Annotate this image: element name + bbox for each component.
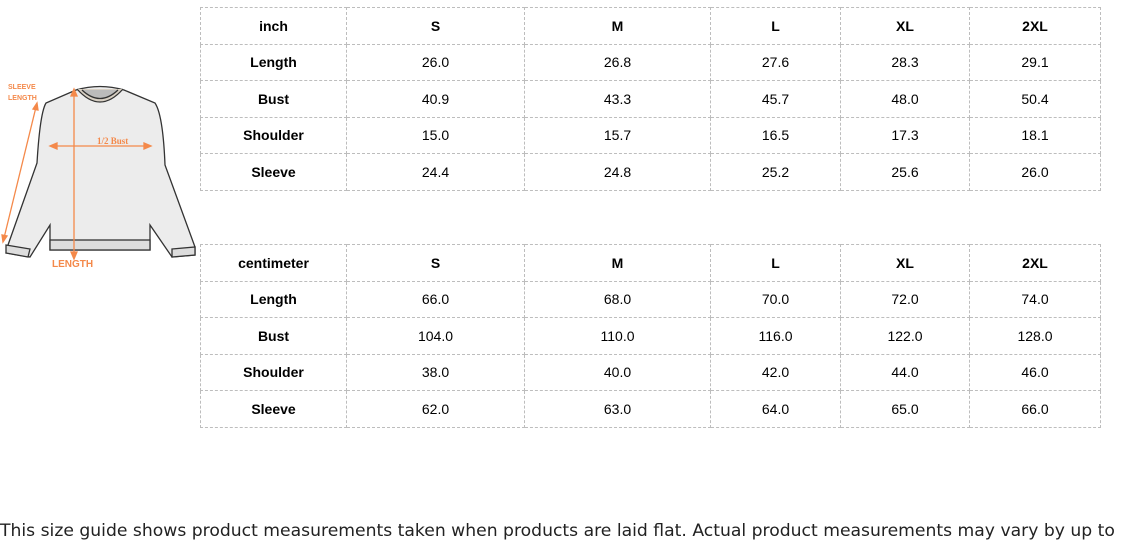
measurement-cell: 17.3 bbox=[840, 116, 970, 154]
measurement-cell: 15.7 bbox=[524, 116, 711, 154]
size-header: S bbox=[346, 7, 525, 45]
size-header: XL bbox=[840, 7, 970, 45]
row-label: Sleeve bbox=[200, 153, 347, 191]
measurement-cell: 25.6 bbox=[840, 153, 970, 191]
size-header: L bbox=[710, 7, 841, 45]
table-row: Bust 40.9 43.3 45.7 48.0 50.4 bbox=[200, 80, 1101, 118]
measurement-cell: 26.0 bbox=[346, 43, 525, 81]
sleeve-length-label-2: LENGTH bbox=[8, 95, 37, 102]
measurement-cell: 28.3 bbox=[840, 43, 970, 81]
measurement-cell: 44.0 bbox=[840, 353, 970, 391]
row-label: Length bbox=[200, 280, 347, 318]
measurement-cell: 26.0 bbox=[969, 153, 1101, 191]
size-header: M bbox=[524, 7, 711, 45]
measurement-cell: 50.4 bbox=[969, 80, 1101, 118]
measurement-cell: 26.8 bbox=[524, 43, 711, 81]
measurement-cell: 42.0 bbox=[710, 353, 841, 391]
measurement-cell: 63.0 bbox=[524, 390, 711, 428]
sleeve-length-label: SLEEVE bbox=[8, 84, 36, 91]
size-table-inch: inch S M L XL 2XL Length 26.0 26.8 27.6 28.3 29.1 Bu… bbox=[200, 7, 1101, 191]
measurement-cell: 128.0 bbox=[969, 317, 1101, 355]
measurement-cell: 62.0 bbox=[346, 390, 525, 428]
measurement-cell: 104.0 bbox=[346, 317, 525, 355]
measurement-cell: 16.5 bbox=[710, 116, 841, 154]
measurement-cell: 110.0 bbox=[524, 317, 711, 355]
row-label: Sleeve bbox=[200, 390, 347, 428]
measurement-cell: 29.1 bbox=[969, 43, 1101, 81]
table-row: Bust 104.0 110.0 116.0 122.0 128.0 bbox=[200, 317, 1101, 355]
size-table-centimeter: centimeter S M L XL 2XL Length 66.0 68.0 70.0 72.0… bbox=[200, 244, 1101, 428]
measurement-cell: 70.0 bbox=[710, 280, 841, 318]
size-header: 2XL bbox=[969, 7, 1101, 45]
measurement-cell: 64.0 bbox=[710, 390, 841, 428]
table-row: Length 66.0 68.0 70.0 72.0 74.0 bbox=[200, 280, 1101, 318]
unit-header: inch bbox=[200, 7, 347, 45]
measurement-cell: 40.0 bbox=[524, 353, 711, 391]
measurement-cell: 68.0 bbox=[524, 280, 711, 318]
measurement-cell: 48.0 bbox=[840, 80, 970, 118]
table-row: Sleeve 24.4 24.8 25.2 25.6 26.0 bbox=[200, 153, 1101, 191]
table-row: Shoulder 15.0 15.7 16.5 17.3 18.1 bbox=[200, 116, 1101, 154]
measurement-cell: 43.3 bbox=[524, 80, 711, 118]
measurement-cell: 65.0 bbox=[840, 390, 970, 428]
measurement-cell: 27.6 bbox=[710, 43, 841, 81]
size-header: S bbox=[346, 244, 525, 282]
size-header: XL bbox=[840, 244, 970, 282]
size-header: 2XL bbox=[969, 244, 1101, 282]
measurement-cell: 116.0 bbox=[710, 317, 841, 355]
length-label: LENGTH bbox=[52, 259, 93, 270]
row-label: Bust bbox=[200, 80, 347, 118]
measurement-cell: 45.7 bbox=[710, 80, 841, 118]
sweater-measurement-diagram: SLEEVE LENGTH 1/2 Bust LENGTH bbox=[1, 84, 196, 270]
table-row: Shoulder 38.0 40.0 42.0 44.0 46.0 bbox=[200, 353, 1101, 391]
measurement-cell: 66.0 bbox=[346, 280, 525, 318]
row-label: Shoulder bbox=[200, 116, 347, 154]
header-row: inch S M L XL 2XL bbox=[200, 7, 1101, 45]
measurement-cell: 46.0 bbox=[969, 353, 1101, 391]
measurement-cell: 66.0 bbox=[969, 390, 1101, 428]
measurement-cell: 38.0 bbox=[346, 353, 525, 391]
table-row: Length 26.0 26.8 27.6 28.3 29.1 bbox=[200, 43, 1101, 81]
table-row: Sleeve 62.0 63.0 64.0 65.0 66.0 bbox=[200, 390, 1101, 428]
measurement-cell: 122.0 bbox=[840, 317, 970, 355]
measurement-cell: 15.0 bbox=[346, 116, 525, 154]
size-header: M bbox=[524, 244, 711, 282]
measurement-cell: 74.0 bbox=[969, 280, 1101, 318]
size-guide-note: This size guide shows product measuremen… bbox=[0, 521, 1121, 541]
measurement-cell: 25.2 bbox=[710, 153, 841, 191]
row-label: Shoulder bbox=[200, 353, 347, 391]
measurement-cell: 18.1 bbox=[969, 116, 1101, 154]
unit-header: centimeter bbox=[200, 244, 347, 282]
measurement-cell: 24.8 bbox=[524, 153, 711, 191]
bust-label: 1/2 Bust bbox=[97, 136, 128, 146]
size-header: L bbox=[710, 244, 841, 282]
measurement-cell: 24.4 bbox=[346, 153, 525, 191]
row-label: Length bbox=[200, 43, 347, 81]
row-label: Bust bbox=[200, 317, 347, 355]
measurement-cell: 40.9 bbox=[346, 80, 525, 118]
measurement-cell: 72.0 bbox=[840, 280, 970, 318]
header-row: centimeter S M L XL 2XL bbox=[200, 244, 1101, 282]
